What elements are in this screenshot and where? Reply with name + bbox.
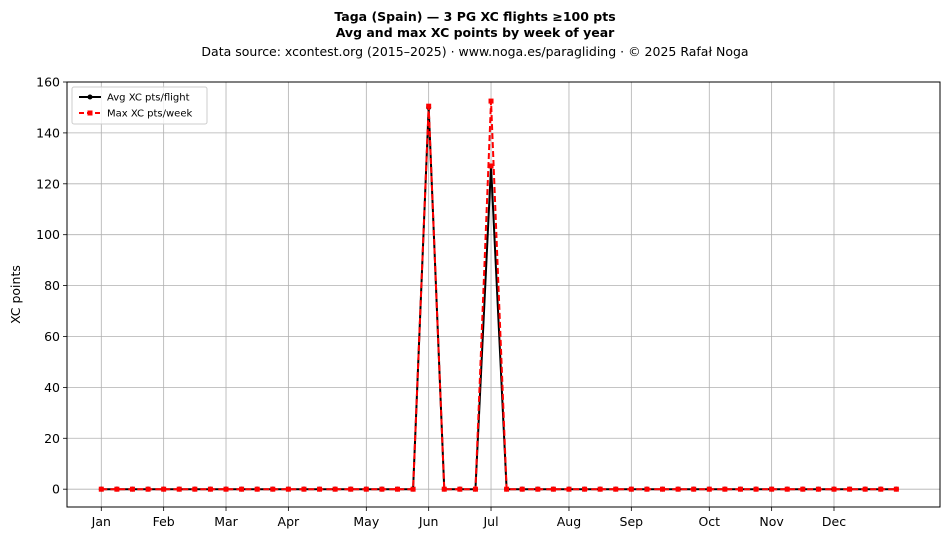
data-point: [317, 486, 323, 492]
chart-title-line1: Taga (Spain) — 3 PG XC flights ≥100 pts: [334, 9, 615, 24]
data-point: [582, 486, 588, 492]
series-max: [98, 98, 899, 492]
data-point: [847, 486, 853, 492]
series-line: [101, 100, 897, 491]
chart-title-line2: Avg and max XC points by week of year: [336, 25, 615, 40]
y-tick-label: 120: [36, 176, 60, 191]
x-tick-label: Jun: [418, 514, 439, 529]
data-point: [441, 486, 447, 492]
x-axis: Jan Feb Mar Apr May Jun Jul Aug Sep Oct Nov Dec: [91, 507, 846, 529]
data-point: [239, 486, 245, 492]
data-point: [815, 486, 821, 492]
legend-avg-marker: [87, 94, 93, 100]
legend-frame: [71, 86, 208, 125]
y-axis-label: XC points: [8, 265, 23, 324]
data-point: [550, 486, 556, 492]
data-point: [722, 486, 728, 492]
data-point: [223, 486, 229, 492]
data-point: [706, 486, 712, 492]
data-point: [145, 486, 151, 492]
legend: Avg XC pts/flight Max XC pts/week: [71, 86, 208, 125]
data-point: [379, 486, 385, 492]
data-point: [457, 486, 463, 492]
y-tick-label: 60: [44, 329, 60, 344]
x-tick-label: Nov: [759, 514, 784, 529]
data-point: [394, 486, 400, 492]
data-point: [270, 486, 276, 492]
series-layer: [98, 98, 899, 492]
data-point: [644, 486, 650, 492]
data-point: [504, 486, 510, 492]
y-tick-label: 100: [36, 227, 60, 242]
data-point: [675, 486, 681, 492]
data-point: [660, 486, 666, 492]
x-tick-label: Feb: [153, 514, 175, 529]
x-tick-label: Mar: [214, 514, 238, 529]
data-point: [254, 486, 260, 492]
data-point: [737, 486, 743, 492]
data-point: [753, 486, 759, 492]
data-point: [784, 486, 790, 492]
y-tick-label: 140: [36, 125, 60, 140]
data-point: [176, 486, 182, 492]
data-point: [488, 163, 494, 169]
data-point: [691, 486, 697, 492]
data-point: [831, 486, 837, 492]
data-point: [769, 486, 775, 492]
data-point: [348, 486, 354, 492]
data-point: [878, 486, 884, 492]
data-point: [862, 486, 868, 492]
y-tick-label: 0: [52, 482, 60, 497]
data-point: [800, 486, 806, 492]
data-point: [410, 486, 416, 492]
data-point: [285, 486, 291, 492]
legend-avg-label: Avg XC pts/flight: [107, 93, 190, 104]
x-tick-label: May: [353, 514, 379, 529]
data-point: [519, 486, 525, 492]
data-point: [426, 103, 432, 109]
data-point: [129, 486, 135, 492]
data-point: [628, 486, 634, 492]
x-tick-label: Dec: [822, 514, 846, 529]
data-point: [114, 486, 120, 492]
plot-frame: [66, 81, 941, 508]
x-tick-label: Sep: [620, 514, 644, 529]
data-point: [207, 486, 213, 492]
grid: [67, 81, 940, 507]
data-point: [597, 486, 603, 492]
legend-max-label: Max XC pts/week: [107, 109, 192, 120]
x-tick-label: Oct: [698, 514, 720, 529]
data-point: [363, 486, 369, 492]
y-tick-label: 20: [44, 431, 60, 446]
legend-max-marker: [87, 110, 93, 116]
data-point: [472, 486, 478, 492]
x-tick-label: Aug: [557, 514, 581, 529]
y-tick-label: 160: [36, 75, 60, 90]
data-point: [566, 486, 572, 492]
data-point: [301, 486, 307, 492]
data-point: [488, 98, 494, 104]
data-point: [613, 486, 619, 492]
y-tick-label: 80: [44, 278, 60, 293]
x-tick-label: Jul: [482, 514, 498, 529]
data-point: [535, 486, 541, 492]
x-tick-label: Apr: [278, 514, 300, 529]
data-point: [98, 486, 104, 492]
y-tick-label: 40: [44, 380, 60, 395]
data-point: [893, 486, 899, 492]
data-point: [161, 486, 167, 492]
data-point: [332, 486, 338, 492]
data-point: [192, 486, 198, 492]
x-tick-label: Jan: [91, 514, 111, 529]
y-axis: 0 20 40 60 80 100 120 140 160: [36, 75, 67, 497]
chart-subtitle: Data source: xcontest.org (2015–2025) · …: [201, 44, 748, 59]
